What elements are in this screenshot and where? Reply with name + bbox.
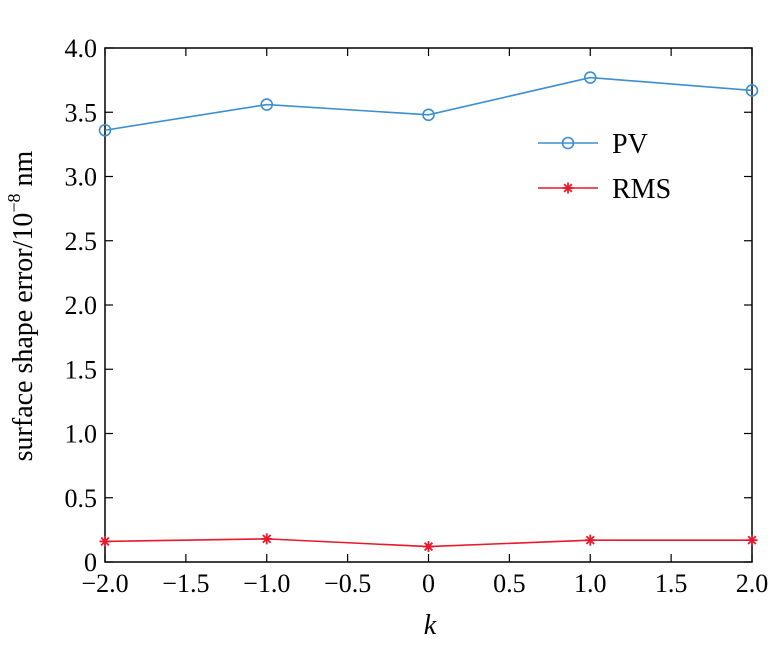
data-point-pv <box>422 108 435 122</box>
legend: PV RMS <box>538 129 671 205</box>
y-axis-label: surface shape error/10−8 nm <box>4 150 39 461</box>
data-point-rms <box>261 533 273 545</box>
data-point-rms <box>423 541 434 553</box>
data-point-rms <box>746 534 758 546</box>
y-tick-label: 2.5 <box>65 227 98 256</box>
data-point-pv <box>583 71 597 84</box>
plot-frame <box>104 47 753 563</box>
y-tick-label: 3.0 <box>65 163 98 192</box>
y-tick-label: 4.0 <box>65 34 98 63</box>
x-tick-label: 2.0 <box>736 569 769 598</box>
y-tick-label: 1.5 <box>65 355 98 384</box>
y-tick-label: 2.0 <box>65 291 98 320</box>
data-point-rms-stroke <box>262 534 272 544</box>
y-tick-label: 3.5 <box>65 98 98 127</box>
series-line-pv <box>104 76 753 132</box>
y-tick-label: 0 <box>84 548 97 577</box>
x-tick-label: −2.0 <box>81 569 128 598</box>
data-point-pv <box>745 84 759 97</box>
legend-label-pv: PV <box>612 129 648 160</box>
y-axis-label-exponent: −8 <box>4 193 24 212</box>
y-tick-label: 1.0 <box>65 420 98 449</box>
data-point-rms <box>99 535 111 547</box>
data-point-rms-stroke <box>100 536 110 546</box>
legend-marker-pv <box>561 136 575 150</box>
data-point-pv <box>98 123 112 137</box>
x-tick-label: 0 <box>422 569 435 598</box>
legend-label-rms: RMS <box>612 174 671 205</box>
x-tick-label: −1.0 <box>243 569 290 598</box>
data-point-pv <box>260 98 274 111</box>
data-point-rms-stroke <box>585 535 595 545</box>
y-axis-label-main: surface shape error/10 <box>8 213 39 462</box>
x-tick-label: −1.5 <box>162 569 209 598</box>
y-tick-label: 0.5 <box>65 484 98 513</box>
data-point-rms-stroke <box>423 542 434 552</box>
x-tick-label: 1.5 <box>655 569 688 598</box>
plot-area: −2.0 −1.5 −1.0 −0.5 0 0.5 1.0 1.5 2.0 0 0.5 1.0 1.5 2… <box>65 34 769 598</box>
legend-marker-rms <box>562 182 574 194</box>
x-tick-label: 1.0 <box>574 569 607 598</box>
data-point-rms-stroke <box>747 535 757 545</box>
legend-marker-rms-stroke <box>563 183 573 193</box>
data-point-rms <box>584 534 596 546</box>
x-tick-label: 0.5 <box>493 569 526 598</box>
y-axis-label-unit: nm <box>8 150 39 193</box>
x-tick-label: −0.5 <box>324 569 371 598</box>
x-axis-label: k <box>424 610 437 641</box>
